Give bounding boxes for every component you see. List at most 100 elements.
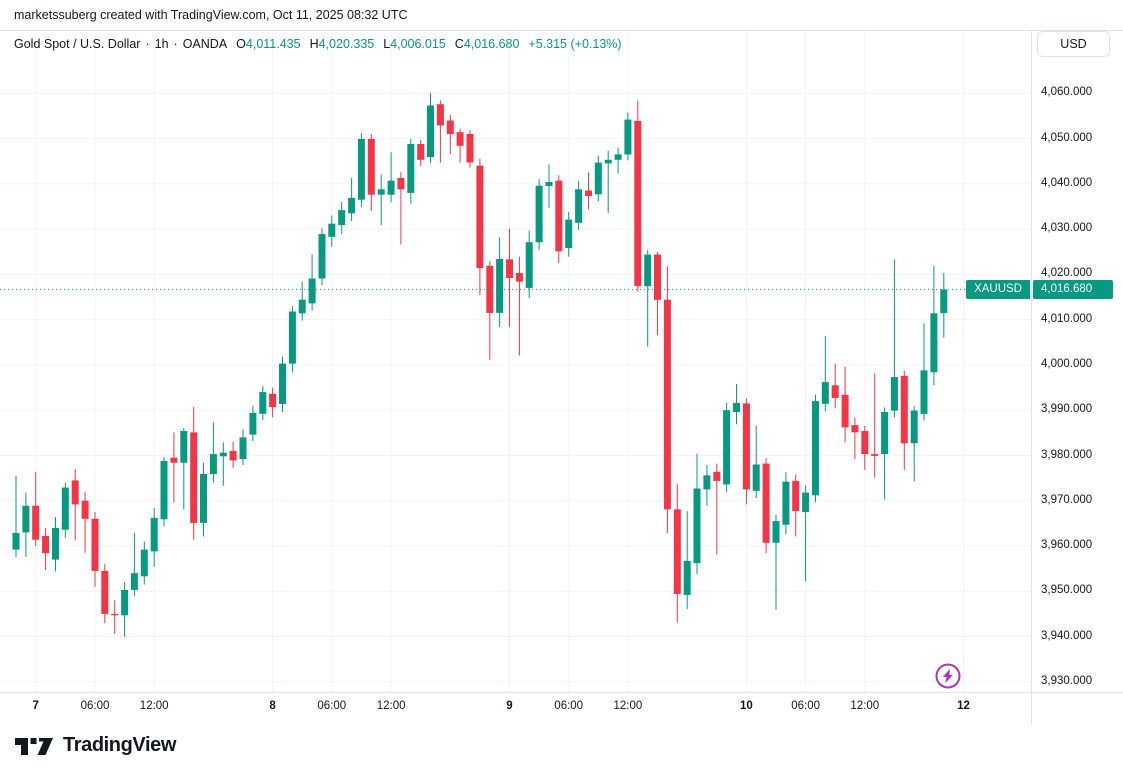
candle-body xyxy=(229,450,237,461)
price-axis-label: 4,000.000 xyxy=(1041,357,1093,370)
candle-body xyxy=(130,573,138,590)
candle-body xyxy=(436,104,444,126)
candle-body xyxy=(269,393,277,407)
candle-body xyxy=(338,210,346,225)
candlestick-chart[interactable] xyxy=(0,30,1031,692)
candle-body xyxy=(22,505,30,533)
candle-body xyxy=(792,480,800,512)
candle-body xyxy=(555,180,563,252)
price-axis-label: 3,970.000 xyxy=(1041,493,1093,506)
candle-body xyxy=(752,464,760,491)
candle-body xyxy=(624,119,632,155)
candle-body xyxy=(387,180,395,195)
candle-body xyxy=(42,536,50,554)
chart-pane[interactable]: Gold Spot / U.S. Dollar · 1h · OANDA O4,… xyxy=(0,30,1031,692)
candle-body xyxy=(634,120,642,287)
price-axis-label: 3,940.000 xyxy=(1041,629,1093,642)
time-axis-label: 10 xyxy=(739,700,753,712)
legend-separator: · xyxy=(173,37,178,51)
candle-body xyxy=(930,313,938,373)
time-axis-label: 06:00 xyxy=(791,700,820,712)
candle-body xyxy=(328,223,336,237)
candle-body xyxy=(851,425,859,433)
candle-body xyxy=(170,457,178,463)
candle-body xyxy=(733,402,740,412)
ohlc-close: C4,016.680 xyxy=(454,37,520,51)
time-axis-label: 12 xyxy=(957,700,970,712)
price-axis-label: 4,060.000 xyxy=(1041,86,1093,99)
interval-label[interactable]: 1h xyxy=(154,37,169,51)
ohlc-low: L4,006.015 xyxy=(383,37,446,51)
candle-body xyxy=(12,532,20,550)
candle-body xyxy=(486,265,494,313)
time-axis[interactable]: 7 06:00 12:00 8 06:00 12:00 9 06:00 12:00 10 06:00… xyxy=(0,693,1123,725)
candle-body xyxy=(525,242,533,288)
tradingview-logo-text: TradingView xyxy=(63,734,177,756)
candle-body xyxy=(298,299,306,314)
price-axis-label: 3,990.000 xyxy=(1041,403,1093,416)
candle-body xyxy=(348,197,356,214)
candle-body xyxy=(881,412,889,455)
price-axis-label: 3,950.000 xyxy=(1041,584,1093,597)
attribution-bar: marketssuberg created with TradingView.c… xyxy=(14,8,408,22)
legend-separator: · xyxy=(145,37,150,51)
candle-body xyxy=(111,613,119,616)
candle-body xyxy=(604,159,612,164)
price-axis[interactable]: USD 4,016.680 4,060.000 4,050.000 4,040.00… xyxy=(1032,30,1123,692)
footer-bar: TradingView xyxy=(0,725,1123,776)
chart-area: Gold Spot / U.S. Dollar · 1h · OANDA O4,… xyxy=(0,30,1123,725)
time-axis-label: 12:00 xyxy=(139,700,169,712)
lightning-boost-icon[interactable] xyxy=(934,662,962,690)
candle-body xyxy=(614,154,622,160)
candle-body xyxy=(456,132,464,146)
candle-body xyxy=(515,273,523,282)
price-axis-label: 3,960.000 xyxy=(1041,539,1093,551)
price-axis-label: 4,010.000 xyxy=(1041,312,1093,325)
candle-body xyxy=(357,139,365,200)
candle-body xyxy=(693,488,701,564)
candle-body xyxy=(890,377,898,411)
candle-body xyxy=(101,570,109,614)
candle-body xyxy=(802,492,810,513)
candle-body xyxy=(545,182,553,187)
candle-body xyxy=(52,527,59,560)
candle-body xyxy=(742,403,750,490)
candle-body xyxy=(279,363,286,404)
tradingview-logo[interactable]: TradingView xyxy=(14,734,176,757)
candle-body xyxy=(417,144,425,160)
time-axis-label: 8 xyxy=(269,700,276,712)
candle-body xyxy=(377,189,385,195)
candle-body xyxy=(535,185,543,243)
symbol-legend: Gold Spot / U.S. Dollar · 1h · OANDA O4,… xyxy=(14,37,622,51)
time-axis-label: 12:00 xyxy=(850,700,880,712)
chart-top-border xyxy=(0,30,1123,31)
candle-body xyxy=(654,254,661,300)
last-price-label: 4,016.680 xyxy=(1033,279,1113,299)
candle-body xyxy=(121,589,129,616)
candle-body xyxy=(841,394,849,428)
candle-body xyxy=(594,162,602,195)
time-axis-label: 7 xyxy=(32,700,39,712)
candle-body xyxy=(920,370,928,414)
candle-body xyxy=(32,505,40,540)
price-axis-label: 4,050.000 xyxy=(1041,131,1093,144)
candle-body xyxy=(762,463,770,543)
currency-usd-button[interactable]: USD xyxy=(1037,31,1110,57)
candle-body xyxy=(160,460,168,520)
ohlc-open: O4,011.435 xyxy=(236,37,301,51)
candle-body xyxy=(249,412,257,435)
candle-body xyxy=(288,311,296,364)
candle-body xyxy=(219,452,227,457)
candle-body xyxy=(308,278,316,304)
exchange-label[interactable]: OANDA xyxy=(182,37,228,51)
candle-body xyxy=(663,299,671,510)
price-axis-label: 4,030.000 xyxy=(1041,222,1093,235)
candle-body xyxy=(565,219,573,249)
candle-body xyxy=(900,375,908,444)
candle-body xyxy=(81,500,89,519)
candle-body xyxy=(585,190,592,196)
symbol-title[interactable]: Gold Spot / U.S. Dollar xyxy=(14,37,141,51)
price-axis-border xyxy=(1031,30,1032,725)
candle-body xyxy=(861,431,869,455)
